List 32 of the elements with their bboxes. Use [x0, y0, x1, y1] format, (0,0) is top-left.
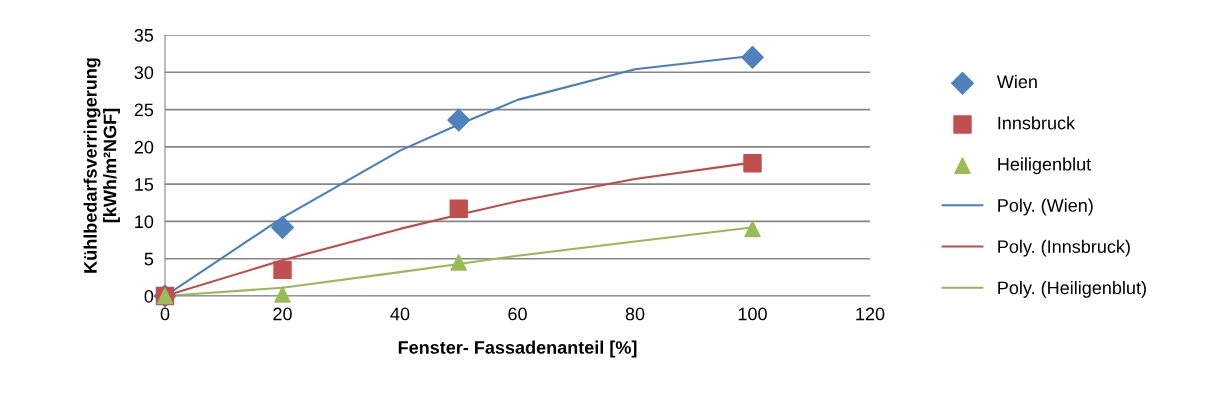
x-tick-label: 80	[625, 307, 645, 321]
x-tick-label: 40	[390, 307, 410, 321]
point	[274, 286, 291, 303]
legend-label: Poly. (Wien)	[998, 198, 1093, 216]
point	[743, 154, 762, 173]
x-tick-label: 20	[273, 307, 292, 321]
y-tick-label: 25	[134, 103, 154, 117]
y-axis-title: Kühlbedarfsverringerung [kWh/m²NGF]	[83, 58, 120, 273]
legend-label: Poly. (Heiligenblut)	[998, 280, 1146, 298]
point	[449, 199, 468, 218]
y-tick-label: 35	[134, 28, 154, 42]
legend-label: Innsbruck	[998, 116, 1076, 130]
y-tick-label: 5	[144, 252, 154, 266]
point	[450, 254, 468, 271]
legend-label: Heiligenblut	[998, 157, 1092, 175]
point	[741, 45, 764, 69]
x-tick-label: 100	[738, 307, 767, 321]
point	[271, 215, 294, 239]
x-axis-title: Fenster- Fassadenanteil [%]	[398, 340, 637, 358]
x-tick-label: 60	[508, 307, 527, 321]
y-tick-label: 15	[135, 178, 154, 191]
x-tick-label: 120	[856, 307, 885, 321]
point	[273, 260, 292, 280]
y-tick-label: 30	[134, 66, 154, 80]
y-tick-label: 20	[134, 140, 154, 154]
point	[744, 220, 761, 238]
y-tick-label: 0	[144, 289, 154, 303]
y-tick-label: 10	[135, 215, 154, 229]
x-tick-label: 0	[160, 307, 170, 321]
point	[447, 108, 471, 132]
legend-label: Wien	[996, 74, 1037, 89]
legend-label: Poly. (Innsbruck)	[998, 239, 1130, 257]
